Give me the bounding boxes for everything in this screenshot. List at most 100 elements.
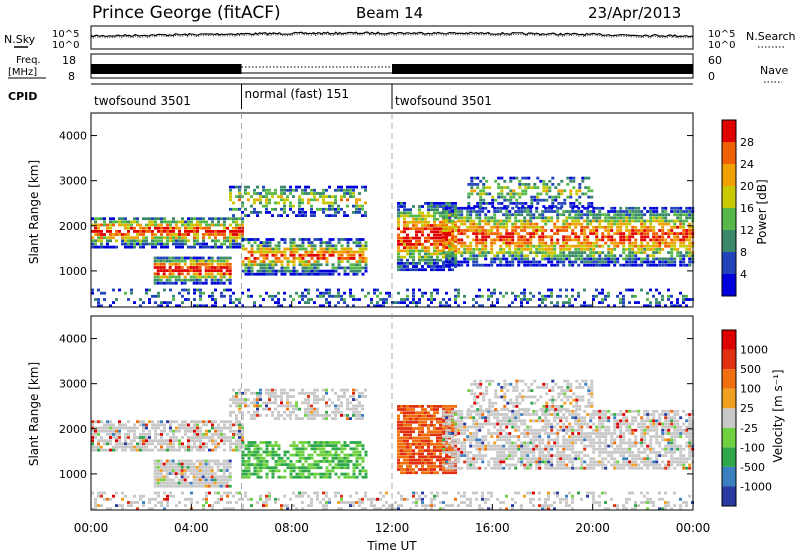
heat-cell <box>373 304 376 308</box>
heat-cell <box>259 266 263 270</box>
heat-cell <box>183 478 187 482</box>
heat-cell <box>241 414 244 417</box>
heat-cell <box>171 472 175 475</box>
heat-cell <box>228 465 232 469</box>
heat-cell <box>628 222 632 226</box>
heat-cell <box>238 407 241 411</box>
heat-cell <box>569 195 573 199</box>
heat-cell <box>238 198 241 202</box>
heat-cell <box>274 247 278 251</box>
heat-cell <box>310 417 313 420</box>
heat-cell <box>601 257 605 261</box>
heat-cell <box>508 251 512 254</box>
heat-cell <box>328 204 331 208</box>
heat-cell <box>490 216 494 220</box>
heat-cell <box>295 444 299 447</box>
heat-cell <box>181 239 184 243</box>
heat-cell <box>313 301 316 304</box>
heat-cell <box>409 427 412 430</box>
heat-cell <box>265 453 269 457</box>
heat-cell <box>226 436 229 439</box>
heat-cell <box>211 304 214 308</box>
heat-cell <box>219 266 223 269</box>
heat-cell <box>307 466 311 470</box>
heat-cell <box>532 235 536 239</box>
heat-cell <box>442 422 446 426</box>
heat-cell <box>265 257 269 260</box>
heat-cell <box>319 472 323 476</box>
heat-cell <box>628 235 632 239</box>
heat-cell <box>442 241 446 245</box>
heat-cell <box>631 235 635 239</box>
heat-cell <box>604 298 607 301</box>
heat-cell <box>286 391 289 395</box>
heat-cell <box>490 219 494 223</box>
heat-cell <box>646 291 649 295</box>
heat-cell <box>364 263 368 267</box>
heat-cell <box>295 407 298 411</box>
heat-cell <box>652 232 656 235</box>
heat-cell <box>524 186 528 189</box>
heat-cell <box>421 265 424 268</box>
heat-cell <box>589 263 593 267</box>
heat-cell <box>580 260 584 264</box>
heat-cell <box>274 260 278 263</box>
heat-cell <box>355 263 359 267</box>
heat-cell <box>283 211 286 214</box>
heat-cell <box>220 223 223 227</box>
heat-cell <box>412 455 415 459</box>
heat-cell <box>247 447 251 451</box>
heat-cell <box>259 456 263 460</box>
heat-cell <box>499 206 503 210</box>
heat-cell <box>97 239 100 243</box>
heat-cell <box>186 278 190 282</box>
heat-cell <box>154 242 157 246</box>
heat-cell <box>637 244 641 248</box>
heat-cell <box>445 206 449 210</box>
heat-cell <box>256 238 260 241</box>
heat-cell <box>616 213 620 217</box>
heat-cell <box>511 229 515 232</box>
heat-cell <box>448 258 451 262</box>
heat-cell <box>204 262 208 266</box>
heat-cell <box>526 232 530 235</box>
heat-cell <box>568 244 572 248</box>
heat-cell <box>121 242 124 246</box>
heat-cell <box>168 465 172 469</box>
heat-cell <box>628 219 632 223</box>
heat-cell <box>151 239 154 243</box>
heat-cell <box>520 301 523 304</box>
heat-cell <box>502 251 506 254</box>
heat-cell <box>112 426 115 430</box>
heat-cell <box>349 291 352 295</box>
heat-cell <box>343 466 347 470</box>
heat-cell <box>187 448 190 452</box>
heat-cell <box>631 248 635 251</box>
heat-cell <box>213 478 217 482</box>
heat-cell <box>364 257 368 260</box>
heat-cell <box>156 281 160 285</box>
heat-cell <box>551 176 555 180</box>
heat-cell <box>214 233 217 236</box>
heat-cell <box>304 294 307 298</box>
heat-cell <box>406 268 409 272</box>
heat-cell <box>445 241 449 245</box>
heat-cell <box>451 225 455 229</box>
heat-cell <box>118 233 121 236</box>
heat-cell <box>457 294 460 298</box>
heat-cell <box>192 465 196 469</box>
heat-cell <box>688 251 692 254</box>
heat-cell <box>322 247 326 251</box>
heat-cell <box>292 453 296 457</box>
heat-cell <box>548 195 552 199</box>
heat-cell <box>271 298 274 301</box>
heat-cell <box>228 269 232 272</box>
heat-cell <box>616 210 620 213</box>
heat-cell <box>499 222 503 226</box>
heat-cell <box>100 439 103 443</box>
heat-cell <box>205 226 208 230</box>
heat-cell <box>397 427 400 430</box>
heat-cell <box>484 235 488 239</box>
heat-cell <box>156 259 160 263</box>
heat-cell <box>235 233 238 236</box>
